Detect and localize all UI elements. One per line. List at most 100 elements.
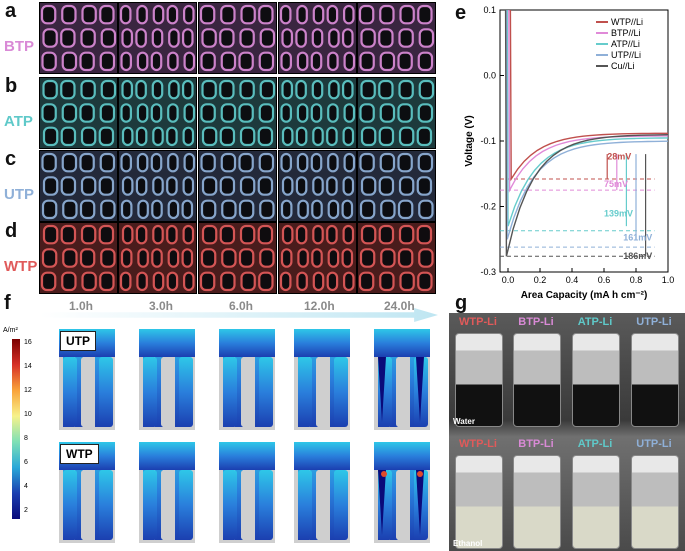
simulation-cell <box>137 327 197 432</box>
current-density-simulation: 1.0h 3.0h 6.0h 12.0h 24.0h A/m² 16 14 12 10 8 6 4 2 UT… <box>0 295 445 551</box>
series-line-wtp-li <box>509 9 669 182</box>
colorbar-tick: 16 <box>24 339 32 346</box>
vial <box>455 333 503 427</box>
sem-image-a-3 <box>198 2 277 74</box>
vial <box>513 333 561 427</box>
colorbar <box>12 339 20 519</box>
series-line-cu-li <box>504 9 669 257</box>
sem-image-d-4 <box>278 222 357 294</box>
y-tick-label: -0.2 <box>480 202 496 212</box>
panel-b-label: b <box>5 75 18 97</box>
sem-image-a-4 <box>278 2 357 74</box>
vial-label: UTP-Li <box>636 438 672 450</box>
simulation-cell <box>372 440 432 545</box>
vial-label: BTP-Li <box>518 438 554 450</box>
simulation-row-wtp-label: WTP <box>60 444 99 464</box>
panel-f-label: f <box>4 292 11 314</box>
sem-image-c-3 <box>198 150 277 222</box>
y-tick-label: 0.1 <box>483 5 496 15</box>
simulation-cell <box>217 440 277 545</box>
sem-image-a-2 <box>118 2 197 74</box>
vial-photos: WTP-Li BTP-Li ATP-Li UTP-Li Water WTP-Li BTP-L… <box>449 313 685 551</box>
colorbar-tick: 12 <box>24 387 32 394</box>
colorbar-tick: 8 <box>24 435 28 442</box>
x-axis-label: Area Capacity (mA h cm⁻²) <box>521 290 648 300</box>
vial <box>455 455 503 549</box>
panel-c-label: c <box>5 148 17 170</box>
voltage-capacity-chart: 0.1 0.0 -0.1 -0.2 -0.3 0.0 0.2 0.4 0.6 0.8 1.0 Area… <box>464 5 675 300</box>
vial <box>572 333 620 427</box>
time-label: 3.0h <box>149 299 174 313</box>
sem-image-a-1 <box>39 2 118 74</box>
panel-d-label: d <box>5 220 18 242</box>
sem-image-c-4 <box>278 150 357 222</box>
legend-entry: WTP//Li <box>611 17 643 27</box>
x-tick-label: 0.0 <box>502 275 515 285</box>
colorbar-tick: 14 <box>24 363 32 370</box>
sem-image-a-5 <box>357 2 436 74</box>
vial <box>572 455 620 549</box>
sem-image-d-5 <box>357 222 436 294</box>
y-tick-label: 0.0 <box>483 71 496 81</box>
sem-image-c-2 <box>118 150 197 222</box>
simulation-cell <box>57 440 117 545</box>
simulation-cell <box>292 327 352 432</box>
sem-image-b-2 <box>118 77 197 149</box>
panel-g-label: g <box>455 292 468 314</box>
time-label: 6.0h <box>229 299 254 313</box>
simulation-cell <box>137 440 197 545</box>
panel-a-label: a <box>5 0 17 22</box>
x-tick-label: 0.2 <box>534 275 547 285</box>
vial-label: UTP-Li <box>636 316 672 328</box>
simulation-cell <box>292 440 352 545</box>
ethanol-caption: Ethanol <box>453 539 483 548</box>
sem-image-c-1 <box>39 150 118 222</box>
simulation-cell <box>217 327 277 432</box>
sem-image-d-3 <box>198 222 277 294</box>
sem-image-d-2 <box>118 222 197 294</box>
x-tick-label: 1.0 <box>662 275 675 285</box>
series-line-utp-li <box>505 9 669 240</box>
vial <box>631 455 679 549</box>
simulation-cell <box>372 327 432 432</box>
panel-c-row-label: UTP <box>4 186 34 203</box>
sem-image-d-1 <box>39 222 118 294</box>
vial <box>513 455 561 549</box>
vial-label: WTP-Li <box>459 316 497 328</box>
x-tick-label: 0.4 <box>566 275 579 285</box>
vial-label: ATP-Li <box>577 316 613 328</box>
panel-d-row-label: WTP <box>4 258 38 275</box>
legend-entry: Cu//Li <box>611 61 635 71</box>
panel-b-row-label: ATP <box>4 113 33 130</box>
simulation-row-utp-label: UTP <box>60 331 96 351</box>
panel-a-row-label: BTP <box>4 38 34 55</box>
colorbar-tick: 2 <box>24 507 28 514</box>
panel-e-label: e <box>455 2 467 24</box>
water-caption: Water <box>453 417 475 426</box>
time-label: 1.0h <box>69 299 94 313</box>
vial-label: BTP-Li <box>518 316 554 328</box>
y-tick-label: -0.1 <box>480 136 496 146</box>
sem-image-b-4 <box>278 77 357 149</box>
x-tick-label: 0.6 <box>598 275 611 285</box>
y-axis-label: Voltage (V) <box>464 115 475 166</box>
vial <box>631 333 679 427</box>
x-tick-label: 0.8 <box>630 275 643 285</box>
vial-label: WTP-Li <box>459 438 497 450</box>
colorbar-unit: A/m² <box>3 327 18 334</box>
sem-image-b-1 <box>39 77 118 149</box>
annotation-label: 28mV <box>607 151 631 161</box>
annotation-label: 161mV <box>623 233 652 243</box>
y-tick-label: -0.3 <box>480 267 496 277</box>
sem-image-b-3 <box>198 77 277 149</box>
colorbar-tick: 6 <box>24 459 28 466</box>
series-line-btp-li <box>508 9 669 193</box>
legend-entry: UTP//Li <box>611 50 641 60</box>
colorbar-tick: 10 <box>24 411 32 418</box>
vial-label: ATP-Li <box>577 438 613 450</box>
annotation-label: 75mV <box>604 179 628 189</box>
annotation-label: 186mV <box>623 251 652 261</box>
colorbar-tick: 4 <box>24 483 28 490</box>
annotation-label: 139mV <box>604 208 633 218</box>
time-label: 24.0h <box>384 299 415 313</box>
